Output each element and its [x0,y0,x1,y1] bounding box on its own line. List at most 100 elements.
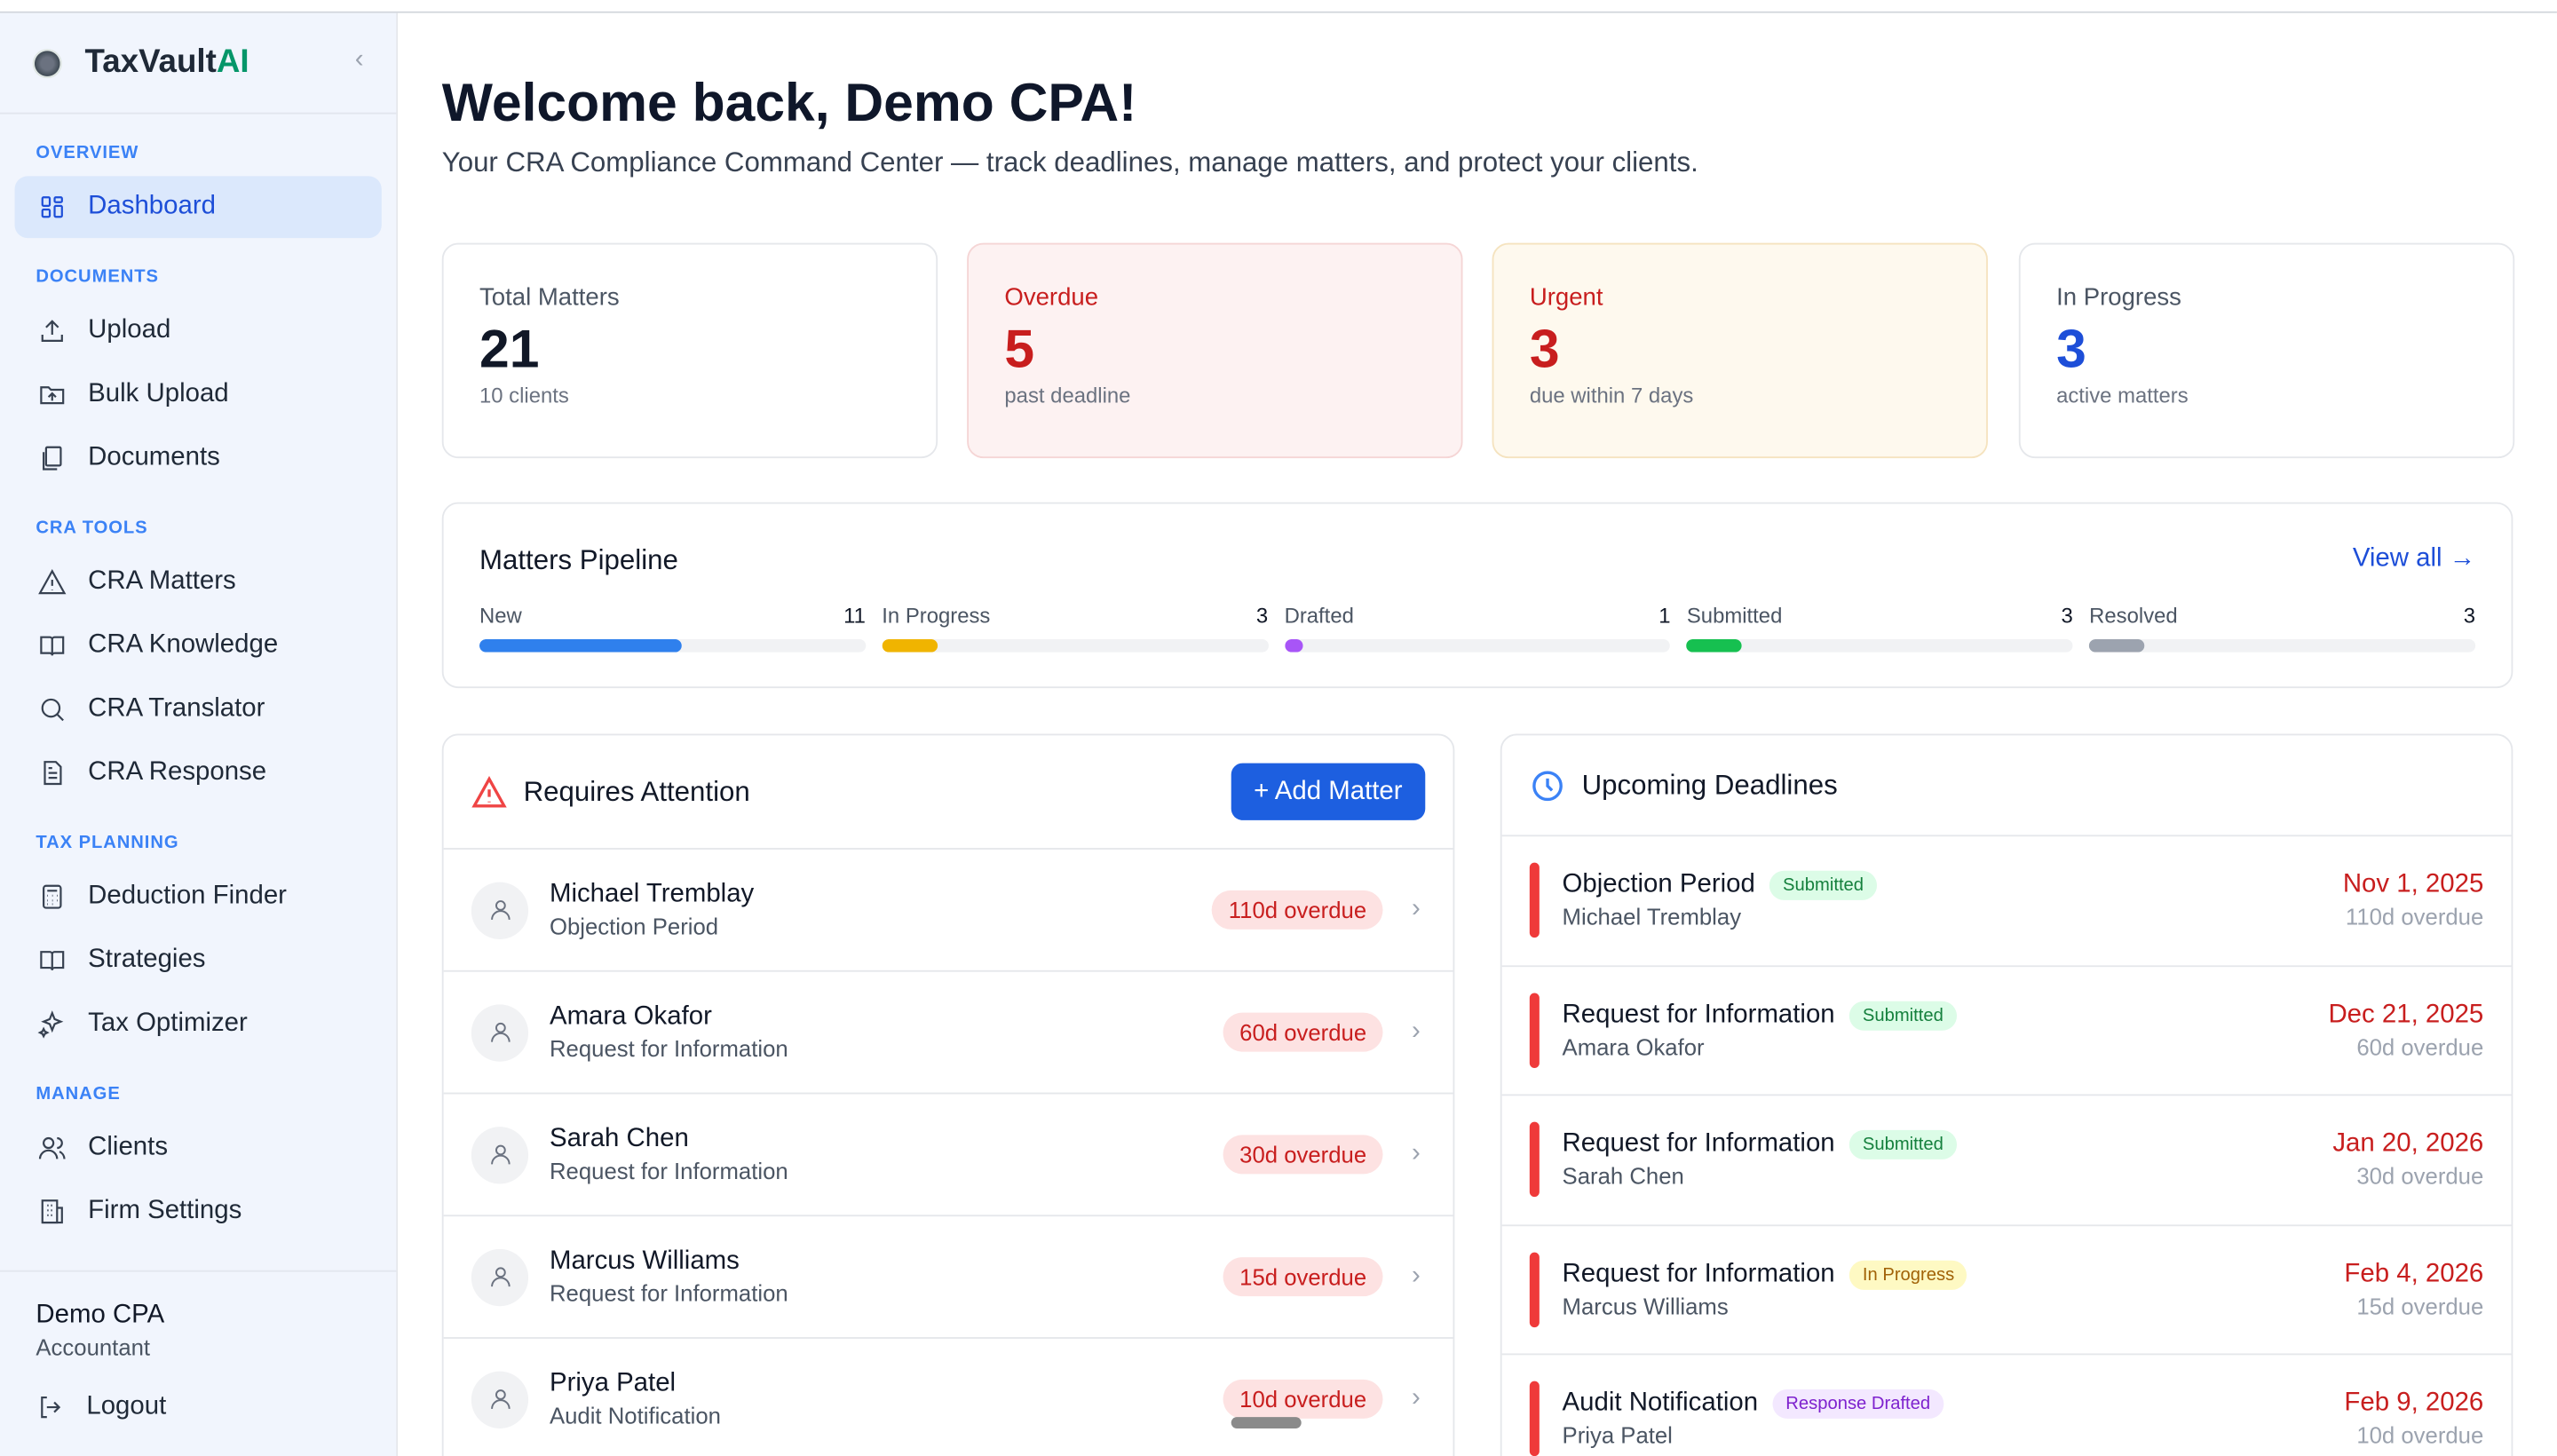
clock-icon [1532,770,1563,801]
sidebar-item-dashboard[interactable]: Dashboard [14,176,382,239]
logout-button[interactable]: Logout [36,1393,360,1422]
attention-header: Requires Attention + Add Matter [443,735,1453,850]
urgency-indicator [1529,1381,1540,1456]
sidebar-item-strategies[interactable]: Strategies [15,930,382,992]
sparkles-icon [37,1010,64,1039]
attention-row[interactable]: Priya Patel Audit Notification 10d overdue… [444,1339,1453,1456]
status-badge: Response Drafted [1772,1389,1943,1420]
attention-row[interactable]: Sarah Chen Request for Information 30d ove… [443,1094,1453,1217]
chevron-right-icon: › [1411,895,1421,923]
sidebar-item-cra-translator[interactable]: CRA Translator [15,678,382,740]
stage-count: 3 [2463,603,2476,629]
page-title: Welcome back, Demo CPA! [441,71,1137,132]
chevron-right-icon: › [1411,1384,1421,1412]
deadline-row[interactable]: Request for Information In Progress Marcus… [1501,1225,2512,1356]
stage-count: 1 [1658,603,1671,629]
stage-bar [2089,638,2476,653]
pipeline-stage-submitted[interactable]: Submitted 3 [1686,603,2073,653]
deadline-title: Audit Notification [1562,1389,1759,1418]
calculator-icon [43,884,62,909]
sidebar-item-upload[interactable]: Upload [15,300,382,362]
book-icon [40,636,65,656]
stage-bar [1686,638,2073,653]
attention-row[interactable]: Amara Okafor Request for Information 60d o… [443,972,1453,1095]
stat-overdue[interactable]: Overdue 5 past deadline [967,242,1463,459]
matter-type: Request for Information [549,1035,788,1062]
status-badge: Submitted [1769,871,1877,901]
overdue-text: 110d overdue [2345,903,2484,930]
status-badge: Submitted [1849,1001,1957,1031]
collapse-sidebar-icon[interactable]: ‹ [354,45,364,74]
upcoming-deadlines-panel: Upcoming Deadlines Objection Period Submi… [1500,733,2513,1456]
pipeline-stage-in-progress[interactable]: In Progress 3 [882,604,1269,653]
user-name: Demo CPA [36,1301,165,1329]
urgency-indicator [1529,863,1540,938]
sidebar-item-label: Bulk Upload [88,379,229,408]
sidebar-item-firm-settings[interactable]: Firm Settings [15,1181,382,1243]
upload-icon [41,320,63,342]
client-name: Marcus Williams [549,1247,740,1276]
section-manage: MANAGE [36,1084,121,1104]
stat-total-matters[interactable]: Total Matters 21 10 clients [441,242,938,459]
stage-bar [479,638,866,653]
sidebar-item-label: CRA Matters [88,567,236,596]
users-icon [38,1136,66,1159]
pipeline-stage-new[interactable]: New 11 [479,604,866,653]
sidebar-item-bulk-upload[interactable]: Bulk Upload [15,364,382,426]
matters-pipeline: Matters Pipeline View all → New 11 In Prog… [441,502,2513,689]
sidebar: TaxVaultAI ‹ OVERVIEW Dashboard DOCUMENTS U… [0,12,399,1456]
sidebar-item-cra-knowledge[interactable]: CRA Knowledge [15,614,382,677]
attention-list: Michael Tremblay Objection Period 110d ove… [443,850,1453,1456]
client-name: Michael Tremblay [549,880,755,909]
stage-bar-fill [1686,638,1742,653]
deadline-title: Request for Information [1562,1260,1835,1288]
stat-in-progress[interactable]: In Progress 3 active matters [2018,242,2515,459]
stage-label: New [479,603,522,629]
view-all-link[interactable]: View all → [2352,544,2476,573]
avatar [471,1247,529,1306]
client-name: Michael Tremblay [1562,903,1742,930]
sidebar-item-deduction-finder[interactable]: Deduction Finder [15,866,382,928]
sidebar-item-documents[interactable]: Documents [15,427,382,489]
deadline-row[interactable]: Objection Period Submitted Michael Trembla… [1501,836,2512,967]
attention-row[interactable]: Michael Tremblay Objection Period 110d ove… [443,850,1453,972]
brand: TaxVaultAI ‹ [0,13,397,115]
deadline-row[interactable]: Audit Notification Response Drafted Priya … [1502,1355,2512,1456]
sidebar-item-label: Deduction Finder [88,882,287,910]
dashboard-icon [41,196,63,218]
urgency-indicator [1529,1122,1540,1198]
matter-type: Audit Notification [549,1402,721,1428]
sidebar-item-cra-matters[interactable]: CRA Matters [15,551,382,613]
scrollbar-thumb[interactable] [1231,1417,1302,1428]
sidebar-item-tax-optimizer[interactable]: Tax Optimizer [15,993,382,1056]
deadline-date: Feb 4, 2026 [2344,1260,2484,1288]
stat-urgent[interactable]: Urgent 3 due within 7 days [1492,242,1988,459]
add-matter-button[interactable]: + Add Matter [1231,763,1426,820]
logo-icon [32,48,62,78]
sidebar-item-label: Dashboard [88,192,216,220]
building-icon [41,1199,63,1224]
sidebar-item-label: Upload [88,316,171,344]
deadlines-header: Upcoming Deadlines [1501,735,2512,837]
stage-bar [882,638,1269,653]
deadline-title: Objection Period [1562,871,1755,899]
stage-count: 3 [2061,603,2073,629]
attention-row[interactable]: Marcus Williams Request for Information 15… [443,1216,1453,1339]
deadline-date: Nov 1, 2025 [2342,871,2484,899]
client-name: Amara Okafor [549,1002,712,1031]
overdue-badge: 15d overdue [1223,1257,1383,1297]
sidebar-item-label: Clients [88,1133,169,1161]
overdue-badge: 110d overdue [1212,890,1383,930]
sidebar-item-cra-response[interactable]: CRA Response [15,742,382,804]
deadline-title: Request for Information [1562,1130,1835,1159]
deadline-row[interactable]: Request for Information Submitted Amara Ok… [1501,966,2512,1096]
pipeline-stage-drafted[interactable]: Drafted 1 [1284,603,1671,653]
pipeline-stage-resolved[interactable]: Resolved 3 [2089,603,2476,653]
main-content: Welcome back, Demo CPA! Your CRA Complia… [398,12,2557,1456]
sidebar-item-clients[interactable]: Clients [15,1117,382,1179]
urgency-indicator [1529,993,1540,1068]
deadline-date: Dec 21, 2025 [2328,1001,2484,1029]
deadline-row[interactable]: Request for Information Submitted Sarah Ch… [1501,1096,2512,1226]
pipeline-stages: New 11 In Progress 3 Drafted 1 Submitted 3 Resol… [479,603,2476,653]
status-badge: In Progress [1849,1260,1967,1290]
